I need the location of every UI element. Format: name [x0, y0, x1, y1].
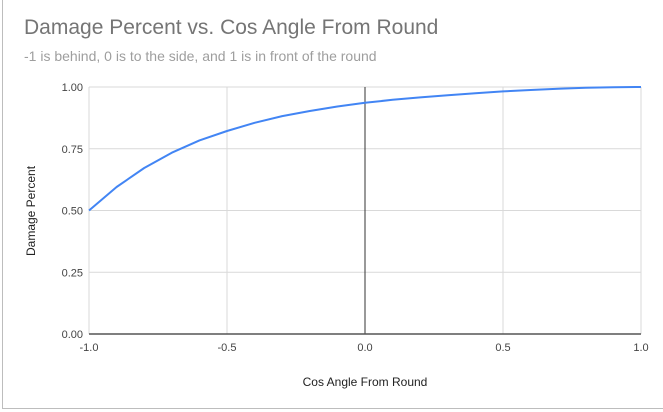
x-tick-label: 0.5 [495, 342, 510, 354]
x-tick-label: 1.0 [633, 342, 648, 354]
y-tick-label: 0.00 [62, 329, 83, 341]
x-tick-label: -1.0 [80, 342, 99, 354]
chart-title: Damage Percent vs. Cos Angle From Round [24, 16, 439, 39]
x-tick-label: -0.5 [218, 342, 237, 354]
x-tick-label: 0.0 [357, 342, 372, 354]
y-tick-label: 0.50 [62, 206, 83, 218]
chart-subtitle: -1 is behind, 0 is to the side, and 1 is… [24, 48, 377, 64]
y-tick-label: 0.75 [62, 144, 83, 156]
y-tick-label: 0.25 [62, 267, 83, 279]
y-tick-label: 1.00 [62, 82, 83, 94]
series-line [88, 86, 642, 212]
x-axis-label: Cos Angle From Round [303, 375, 428, 389]
y-axis-label: Damage Percent [24, 165, 38, 256]
